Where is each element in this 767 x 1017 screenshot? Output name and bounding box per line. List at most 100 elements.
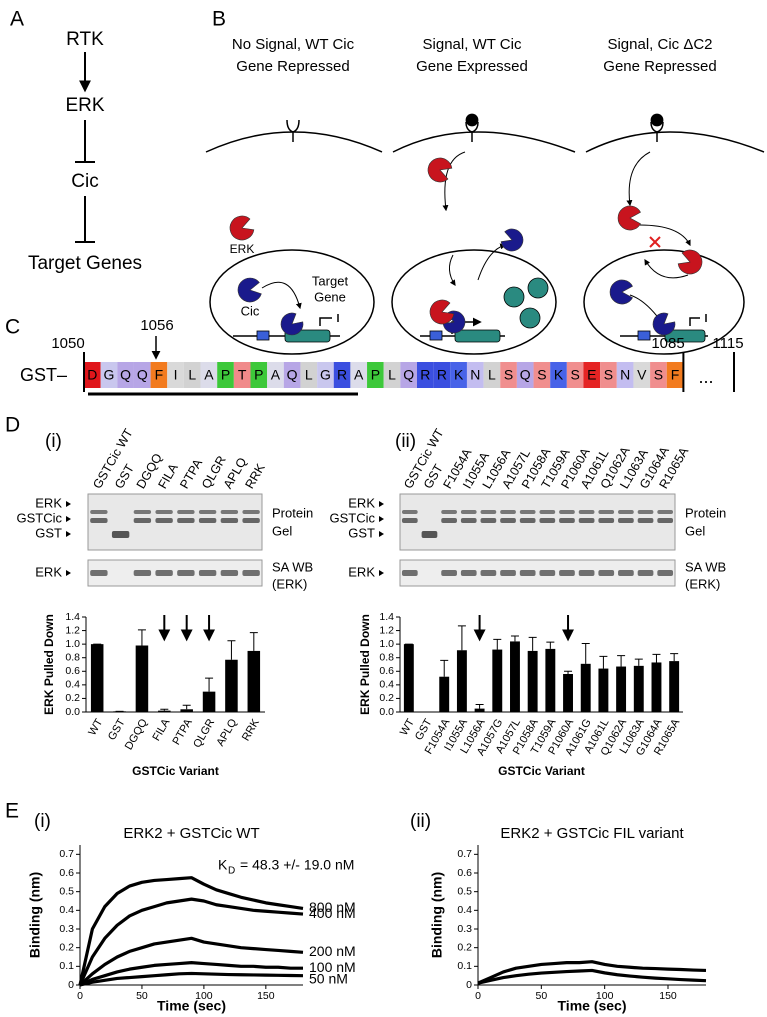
- sub-label: (ii): [410, 811, 431, 832]
- x-tick-label: FILA: [150, 716, 172, 743]
- gene: [664, 329, 706, 343]
- band: [539, 570, 556, 576]
- x-tick-label: 0: [475, 990, 481, 1002]
- band: [177, 570, 195, 576]
- y-tick-label: 1.2: [65, 624, 80, 636]
- y-tick-label: 0.0: [65, 706, 80, 718]
- annotation: = 48.3 +/- 19.0 nM: [240, 857, 354, 873]
- band: [559, 518, 575, 523]
- y-tick-label: 1.4: [379, 611, 394, 623]
- membrane: [585, 131, 765, 153]
- gel-label: (ERK): [272, 576, 307, 591]
- band: [133, 510, 152, 514]
- band: [657, 518, 674, 523]
- y-tick-label: 0.7: [457, 848, 472, 860]
- residue: R: [437, 367, 447, 383]
- bar: [135, 645, 149, 712]
- y-tick-label: 0: [68, 979, 74, 991]
- band-marker: [66, 570, 71, 576]
- band: [539, 518, 556, 523]
- residue-box: [566, 362, 584, 388]
- error-bar: [564, 670, 573, 674]
- ligand: [650, 113, 664, 127]
- band-label: GSTCic: [17, 510, 63, 525]
- residue: N: [620, 367, 630, 383]
- bar: [510, 641, 520, 712]
- error-bar: [137, 629, 146, 646]
- band-label: GST: [35, 525, 62, 540]
- binding-curve: [78, 936, 304, 987]
- residue: A: [204, 367, 214, 383]
- panel-label: B: [212, 8, 226, 31]
- error-bar: [457, 625, 466, 651]
- band-marker: [379, 516, 384, 522]
- y-tick-label: 1.0: [379, 638, 394, 650]
- binding-curve: [78, 876, 304, 986]
- residue: T: [238, 367, 247, 383]
- y-tick-label: 0.7: [59, 848, 74, 860]
- western-blot: [87, 559, 263, 587]
- residue-box: [500, 362, 517, 388]
- residue-box: [133, 362, 151, 388]
- position: 1050: [51, 335, 84, 352]
- protein: [280, 312, 304, 336]
- residue: S: [604, 367, 613, 383]
- band: [618, 518, 634, 523]
- band-label: ERK: [348, 495, 375, 510]
- error-bar: [160, 708, 169, 711]
- residue-box: [333, 362, 351, 388]
- x-tick-label: DGQQ: [123, 717, 150, 752]
- bar: [527, 650, 538, 712]
- error-bar: [670, 653, 679, 662]
- ellipsis: ...: [698, 367, 713, 387]
- band: [441, 518, 457, 523]
- residue: P: [371, 367, 380, 383]
- band: [618, 570, 634, 576]
- residue: S: [537, 367, 546, 383]
- blocked: [649, 236, 661, 248]
- band: [539, 510, 556, 514]
- y-tick-label: 0.0: [379, 706, 394, 718]
- error-bar: [546, 641, 555, 649]
- residue: Q: [403, 367, 414, 383]
- gel-label: Protein: [685, 505, 726, 520]
- band-label: ERK: [35, 495, 62, 510]
- band-marker: [66, 531, 71, 537]
- receptor: [465, 121, 479, 142]
- chart-title: ERK2 + GSTCic FIL variant: [500, 825, 684, 842]
- pathway-node: Target Genes: [28, 253, 142, 274]
- residue: L: [188, 367, 196, 383]
- band: [500, 570, 516, 576]
- model-title: Signal, WT Cic: [423, 36, 522, 53]
- residue: R: [337, 367, 347, 383]
- protein: [677, 249, 703, 275]
- y-tick-label: 1.0: [65, 638, 80, 650]
- mrna: [527, 277, 549, 299]
- band: [637, 570, 654, 576]
- band: [578, 570, 595, 576]
- band: [578, 518, 595, 523]
- residue-box: [183, 362, 201, 388]
- band: [598, 510, 615, 514]
- nucleus: [391, 249, 557, 355]
- band: [637, 518, 654, 523]
- band: [500, 518, 516, 523]
- y-tick-label: 0.2: [59, 941, 74, 953]
- bar: [439, 676, 450, 712]
- band: [480, 510, 497, 514]
- error-bar: [581, 642, 590, 664]
- band: [441, 510, 457, 514]
- band-marker: [379, 570, 384, 576]
- protein-label: Cic: [241, 303, 260, 318]
- protein: [617, 205, 641, 231]
- error-bar: [599, 655, 608, 669]
- receptor: [650, 121, 664, 142]
- y-axis-label: ERK Pulled Down: [358, 614, 372, 715]
- residue-box: [600, 362, 617, 388]
- band-marker: [66, 516, 71, 522]
- series-label: 200 nM: [309, 943, 356, 959]
- band-label: ERK: [35, 564, 62, 579]
- error-bar: [475, 704, 484, 709]
- bar: [598, 668, 609, 712]
